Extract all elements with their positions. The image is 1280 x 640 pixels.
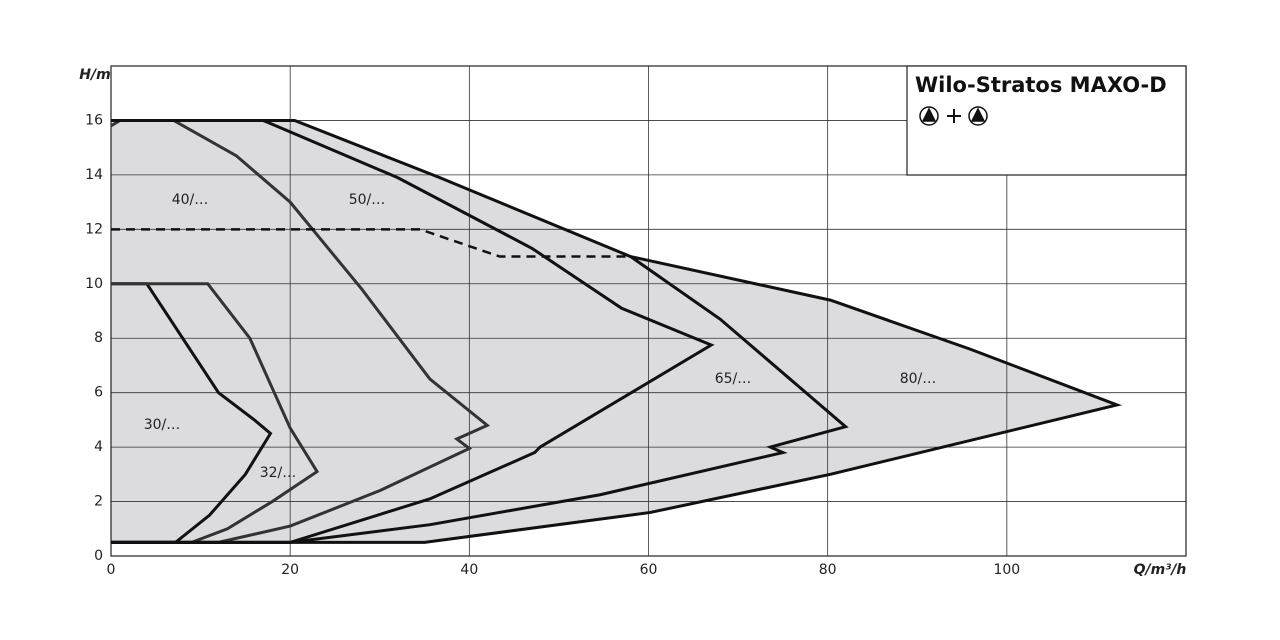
x-tick-label: 0	[107, 562, 116, 578]
pump-symbols	[919, 106, 988, 126]
y-tick-label: 8	[94, 330, 103, 346]
pump-curve	[111, 282, 320, 544]
x-tick-label: 40	[460, 562, 478, 578]
x-tick-label: 100	[993, 562, 1020, 578]
x-axis-label: Q/m³/h	[1134, 562, 1187, 578]
x-tick-label: 60	[640, 562, 658, 578]
plot-frame	[110, 65, 1187, 557]
y-tick-label: 0	[94, 548, 103, 564]
region-label: 32/…	[260, 465, 297, 481]
region-label: 80/…	[900, 371, 937, 387]
pump-curve	[110, 118, 491, 544]
region-label: 30/…	[144, 417, 181, 433]
pump-curve	[111, 228, 631, 258]
region-label: 50/…	[349, 192, 386, 208]
pump-curve	[111, 255, 1123, 544]
y-tick-label: 14	[85, 167, 103, 183]
y-tick-label: 6	[94, 385, 103, 401]
x-tick-label: 20	[281, 562, 299, 578]
x-tick-label: 80	[819, 562, 837, 578]
chart-title: Wilo-Stratos MAXO-D	[915, 73, 1167, 97]
y-tick-label: 4	[94, 439, 103, 455]
y-tick-label: 16	[85, 112, 103, 128]
envelope-fill	[111, 256, 1118, 543]
region-label: 40/…	[172, 192, 209, 208]
region-label: 65/…	[715, 371, 752, 387]
pump-curve	[111, 118, 715, 544]
y-axis-label: H/m	[79, 67, 110, 83]
y-tick-label: 12	[85, 221, 103, 237]
y-tick-label: 10	[85, 276, 103, 292]
y-tick-label: 2	[94, 494, 103, 510]
pump-curve	[111, 282, 273, 544]
pump-curve	[111, 118, 849, 544]
